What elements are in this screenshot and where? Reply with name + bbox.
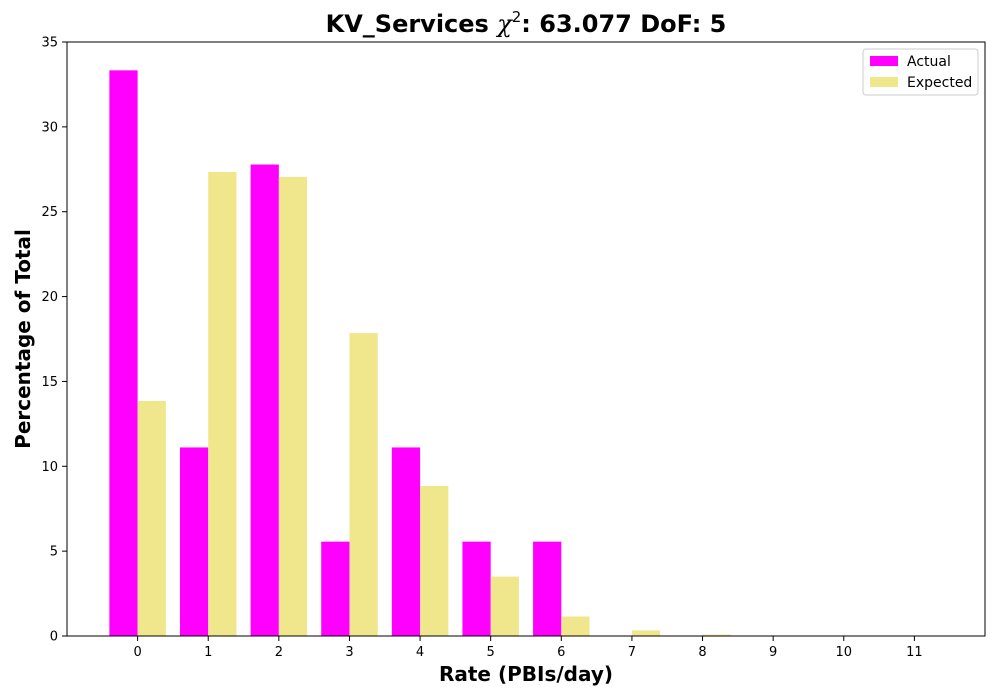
y-tick-label-20: 20 (41, 290, 58, 305)
bar-actual-6 (533, 541, 562, 636)
chart-title-superscript: 2 (512, 8, 522, 26)
x-tick-label-7: 7 (628, 645, 636, 660)
x-tick-label-3: 3 (345, 645, 353, 660)
legend-label-expected: Expected (907, 75, 972, 91)
y-axis-title: Percentage of Total (11, 229, 35, 449)
x-tick-label-9: 9 (769, 645, 777, 660)
legend: Actual Expected (862, 48, 979, 96)
x-tick-label-5: 5 (487, 645, 495, 660)
bar-expected-4 (420, 485, 449, 636)
y-tick-label-15: 15 (41, 375, 58, 390)
y-tick-label-25: 25 (41, 205, 58, 220)
bar-expected-8 (702, 634, 731, 636)
x-tick-label-10: 10 (835, 645, 852, 660)
chart-title-prefix: KV_Services (326, 10, 498, 38)
legend-label-actual: Actual (907, 54, 951, 70)
bar-expected-7 (631, 630, 661, 636)
x-tick-label-4: 4 (416, 645, 424, 660)
bar-expected-1 (208, 172, 237, 636)
y-tick-label-35: 35 (41, 36, 58, 51)
chart-title-suffix: : 63.077 DoF: 5 (521, 10, 726, 38)
bar-actual-5 (462, 541, 491, 636)
bar-actual-0 (109, 70, 138, 637)
y-tick-label-0: 0 (50, 630, 58, 645)
x-tick-label-8: 8 (698, 645, 706, 660)
legend-swatch-actual (870, 56, 898, 66)
y-tick-label-30: 30 (41, 120, 58, 135)
x-tick-label-6: 6 (557, 645, 565, 660)
bar-expected-2 (278, 176, 308, 637)
x-tick-label-11: 11 (906, 645, 923, 660)
chart-title-chi: χ (495, 10, 513, 38)
legend-swatch-expected (870, 77, 898, 87)
x-tick-label-0: 0 (133, 645, 141, 660)
bar-expected-3 (349, 333, 378, 636)
bar-expected-6 (561, 616, 590, 636)
bar-expected-0 (137, 400, 166, 636)
bar-actual-3 (321, 541, 350, 636)
bar-expected-5 (490, 576, 519, 636)
x-tick-label-1: 1 (204, 645, 212, 660)
chart-title: KV_Services χ2: 63.077 DoF: 5 (326, 8, 727, 38)
plot-frame (66, 41, 986, 637)
plot-area: 0 5 10 15 20 25 30 35 0 1 2 3 4 5 6 7 8 9 10 11 (41, 36, 986, 660)
bar-actual-2 (250, 164, 279, 636)
x-axis-title: Rate (PBIs/day) (439, 662, 613, 686)
y-tick-label-5: 5 (50, 545, 58, 560)
y-tick-label-10: 10 (41, 460, 58, 475)
bar-actual-1 (179, 447, 209, 636)
x-tick-label-2: 2 (275, 645, 283, 660)
bar-actual-4 (391, 447, 421, 636)
